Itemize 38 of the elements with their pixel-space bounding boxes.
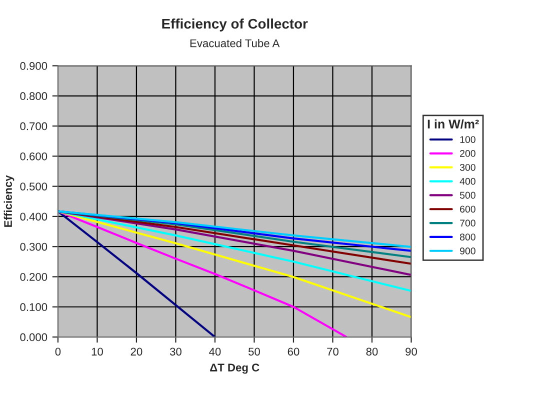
y-tick-label: 0.400 <box>20 212 48 221</box>
x-tick-label: 70 <box>327 348 338 356</box>
line-series <box>58 210 412 292</box>
y-axis-title: Efficiency <box>4 175 14 227</box>
y-tick-label: 0.900 <box>20 62 48 70</box>
legend-label: 700 <box>460 220 476 227</box>
legend-label: 400 <box>460 178 476 185</box>
x-tick-label: 0 <box>55 348 61 356</box>
chart-subtitle: Evacuated Tube A <box>190 39 280 48</box>
x-tick-label: 80 <box>366 348 378 356</box>
line-series <box>58 210 412 318</box>
legend-label: 100 <box>460 136 476 143</box>
x-tick-label: 20 <box>130 348 142 356</box>
line-series <box>58 210 348 338</box>
chart-title: Efficiency of Collector <box>162 18 308 32</box>
legend-label: 800 <box>460 234 476 240</box>
x-axis-title: ΔT Deg C <box>210 364 260 374</box>
x-tick-label: 90 <box>406 348 417 356</box>
legend-label: 300 <box>460 164 476 171</box>
y-tick-label: 0.100 <box>20 303 48 312</box>
x-tick-label: 10 <box>92 348 103 356</box>
y-tick-label: 0.800 <box>20 92 48 100</box>
legend-label: 200 <box>460 150 476 157</box>
y-tick-label: 0.600 <box>20 152 48 160</box>
x-tick-label: 30 <box>170 348 182 356</box>
y-tick-label: 0.000 <box>20 333 48 342</box>
y-tick-label: 0.700 <box>20 122 48 130</box>
line-series <box>58 210 216 338</box>
legend-label: 900 <box>460 248 476 254</box>
legend-label: 500 <box>460 192 476 199</box>
x-tick-label: 40 <box>209 348 221 356</box>
legend-label: 600 <box>460 206 476 213</box>
y-tick-label: 0.500 <box>20 182 48 190</box>
x-tick-label: 60 <box>288 348 300 356</box>
legend-title: I in W/m² <box>428 119 479 129</box>
y-tick-label: 0.200 <box>20 273 48 281</box>
x-tick-label: 50 <box>248 348 260 356</box>
y-tick-label: 0.300 <box>20 242 48 251</box>
